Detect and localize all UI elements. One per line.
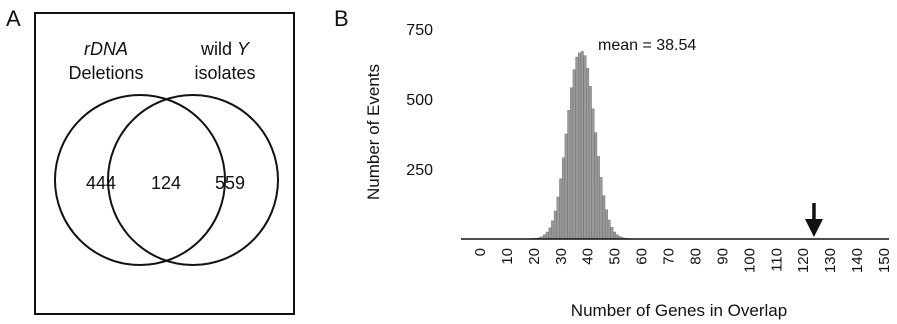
histogram-bar xyxy=(561,157,565,240)
histogram-bar xyxy=(564,133,568,240)
x-tick-label: 90 xyxy=(714,248,731,265)
x-tick-label: 80 xyxy=(688,248,705,265)
histogram-bar xyxy=(572,69,576,240)
histogram-bar xyxy=(575,56,579,240)
right-only-count: 559 xyxy=(214,173,246,193)
y-tick-label: 500 xyxy=(406,92,433,109)
panel-b-label: B xyxy=(334,6,349,31)
histogram-bar xyxy=(588,86,592,240)
histogram-bar xyxy=(548,227,552,240)
histogram-bar xyxy=(551,220,555,240)
x-tick-label: 150 xyxy=(876,248,893,273)
arrow-head xyxy=(804,219,823,237)
y-tick-label: 250 xyxy=(406,162,433,179)
panel-a-label: A xyxy=(6,6,21,31)
venn-diagram-box: rDNA Deletions wild Y isolates 444 124 5… xyxy=(34,12,295,315)
mean-annotation: mean = 38.54 xyxy=(598,37,696,54)
y-tick-labels: 250 500 750 xyxy=(406,22,433,179)
x-tick-label: 120 xyxy=(795,248,812,273)
right-set-label-line1: wild Y xyxy=(175,37,275,61)
histogram-chart: 250 500 750 0 10 20 30 40 50 60 70 80 90 100 110 120 13… xyxy=(364,22,893,320)
x-tick-label: 110 xyxy=(768,248,785,272)
x-axis-title: Number of Genes in Overlap xyxy=(571,301,787,320)
y-tick-label: 750 xyxy=(406,22,433,39)
right-circle xyxy=(107,94,279,266)
histogram-bar xyxy=(602,195,606,240)
venn-circles xyxy=(54,94,279,266)
histogram-bar xyxy=(559,178,563,240)
x-tick-label: 140 xyxy=(849,248,866,273)
y-axis-title: Number of Events xyxy=(364,64,383,200)
histogram-bar xyxy=(553,210,557,240)
right-set-label-prefix: wild xyxy=(200,39,237,59)
histogram-bar xyxy=(545,231,549,240)
overlap-count: 124 xyxy=(150,173,182,193)
histogram-bar xyxy=(570,87,573,240)
left-set-label-line1: rDNA xyxy=(84,39,128,59)
right-set-label-line2: isolates xyxy=(194,63,256,83)
histogram-bar xyxy=(591,108,595,240)
histogram-bar xyxy=(596,156,600,240)
x-tick-label: 100 xyxy=(741,248,758,273)
histogram-bar xyxy=(605,209,608,240)
histogram-bars xyxy=(532,51,635,240)
x-tick-label: 10 xyxy=(499,248,516,265)
x-tick-label: 70 xyxy=(661,248,678,265)
x-tick-label: 30 xyxy=(553,248,570,265)
histogram-bar xyxy=(580,51,584,240)
left-circle xyxy=(54,94,226,266)
histogram-bar xyxy=(583,55,587,240)
left-set-label-line2: Deletions xyxy=(68,63,144,83)
histogram-bar xyxy=(567,109,571,240)
histogram-bar xyxy=(578,52,581,240)
left-set-label: rDNA Deletions xyxy=(61,37,151,85)
histogram-bar xyxy=(599,177,603,240)
histogram-bar xyxy=(586,67,590,240)
histogram-bar xyxy=(607,219,611,240)
histogram-bar xyxy=(594,132,598,240)
right-set-label-italic: Y xyxy=(237,39,250,59)
left-only-count: 444 xyxy=(85,173,117,193)
right-set-label: wild Y isolates xyxy=(175,37,275,85)
histogram-bar xyxy=(556,196,560,240)
x-tick-label: 40 xyxy=(580,248,597,265)
x-tick-label: 20 xyxy=(526,248,543,265)
observed-overlap-arrow-icon xyxy=(804,203,823,237)
x-tick-labels: 0 10 20 30 40 50 60 70 80 90 100 110 120 130 140 150 xyxy=(472,248,893,273)
x-tick-label: 50 xyxy=(607,248,624,265)
x-tick-label: 130 xyxy=(822,248,839,273)
histogram-bar xyxy=(613,231,617,240)
histogram-bar xyxy=(610,227,614,240)
x-tick-label: 0 xyxy=(472,248,489,256)
x-tick-label: 60 xyxy=(634,248,651,265)
